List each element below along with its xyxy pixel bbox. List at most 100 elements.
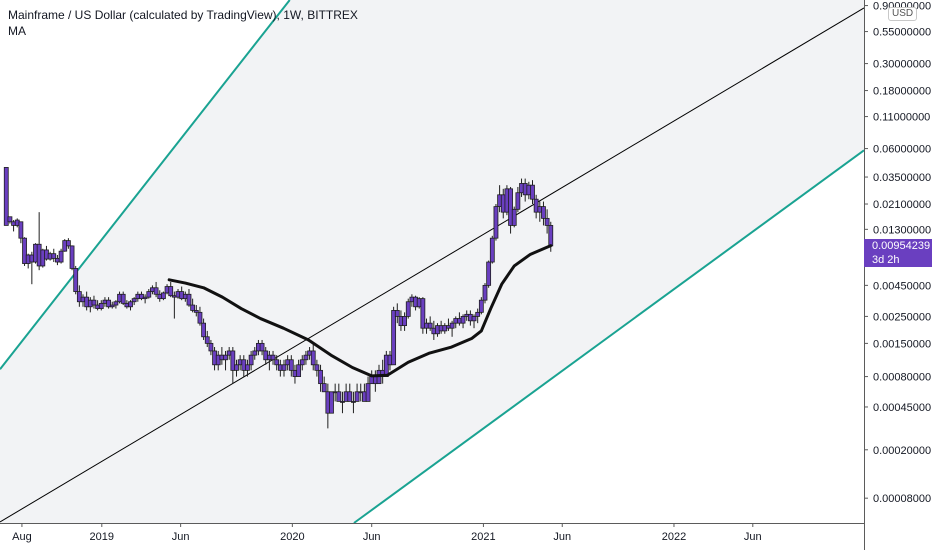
channel-lower-line	[353, 149, 865, 524]
candle	[281, 359, 287, 377]
candle	[245, 359, 250, 377]
candle	[296, 359, 302, 377]
candle	[73, 265, 79, 295]
candle-body	[303, 354, 309, 361]
candle-body	[270, 354, 276, 361]
candle-body	[296, 364, 302, 377]
candle	[475, 308, 481, 324]
candle-body	[65, 240, 71, 247]
candle	[318, 364, 323, 392]
x-tick-label: Jun	[172, 531, 190, 543]
indicator-label: MA	[8, 24, 26, 38]
channel-mid-line	[0, 7, 865, 523]
candle	[511, 206, 517, 228]
candle-body	[318, 369, 323, 385]
candle	[336, 383, 342, 402]
candle	[113, 300, 119, 309]
candle	[168, 281, 174, 298]
candle-body	[131, 298, 137, 303]
candle-body	[314, 364, 320, 371]
candle-body	[58, 250, 64, 263]
x-tick-label: 2021	[471, 531, 495, 543]
x-tick-label: Jun	[744, 531, 762, 543]
candle-body	[73, 268, 79, 292]
candlestick-series	[3, 167, 554, 429]
candle-body	[310, 350, 316, 366]
candle-body	[106, 299, 111, 308]
candle-body	[508, 188, 513, 226]
candle-body	[234, 364, 239, 371]
candle-body	[541, 206, 546, 219]
candle-body	[391, 310, 397, 366]
y-tick-label: 0.00045000	[873, 402, 931, 414]
candle-body	[245, 364, 250, 371]
candle	[478, 297, 484, 315]
price-axis-bg	[864, 0, 932, 550]
candle	[394, 303, 400, 324]
candle	[76, 285, 82, 307]
x-tick-label: 2019	[90, 531, 114, 543]
candle-body	[336, 391, 342, 402]
candle-body	[109, 304, 115, 308]
currency-label[interactable]: USD	[888, 7, 918, 21]
candle	[486, 260, 492, 288]
candle-body	[120, 293, 126, 304]
candle	[230, 347, 236, 384]
candle-body	[186, 293, 192, 306]
candle-body	[548, 225, 554, 247]
candle	[197, 306, 203, 326]
candle-body	[351, 401, 356, 403]
y-tick-label: 0.00250000	[873, 311, 931, 323]
candle	[347, 383, 353, 402]
candle	[22, 237, 27, 266]
candle-body	[449, 322, 455, 329]
regression-channel	[0, 0, 865, 524]
candle	[252, 347, 258, 360]
candle-body	[544, 217, 550, 226]
y-tick-label: 0.02100000	[873, 199, 931, 211]
candle-body	[139, 293, 144, 300]
candle	[139, 291, 144, 301]
candle-body	[204, 336, 210, 344]
candle-body	[329, 391, 334, 414]
candle-body	[281, 364, 287, 371]
candle	[128, 300, 133, 311]
candle-body	[153, 287, 159, 295]
candle	[530, 180, 535, 205]
candle-body	[405, 301, 411, 317]
candle	[314, 359, 320, 377]
last-price-value: 0.00954239	[872, 239, 931, 252]
candle	[460, 314, 466, 329]
channel-fill	[0, 0, 864, 523]
candle-body	[340, 401, 345, 403]
y-tick-label: 0.00080000	[873, 372, 931, 384]
candle-body	[321, 383, 327, 393]
x-tick-label: Jun	[363, 531, 381, 543]
candle	[18, 221, 24, 244]
candle-body	[471, 316, 477, 322]
candle-body	[113, 301, 119, 306]
candle	[515, 186, 521, 213]
candle-body	[274, 359, 280, 366]
candle	[153, 281, 159, 298]
candle	[420, 297, 426, 334]
candle	[402, 312, 407, 331]
candle	[161, 291, 166, 301]
candle	[7, 216, 13, 224]
candle-body	[478, 299, 484, 313]
candle-body	[142, 296, 148, 300]
candle-body	[146, 291, 152, 298]
candle-body	[515, 192, 521, 210]
candle	[533, 194, 539, 219]
candle-body	[201, 322, 207, 338]
candle	[270, 350, 276, 365]
channel-upper-line	[0, 0, 291, 370]
candle-body	[288, 359, 294, 371]
candle-body	[394, 310, 400, 317]
candle-body	[460, 316, 466, 324]
candle-body	[197, 311, 203, 324]
candle	[449, 320, 455, 337]
candle	[3, 167, 9, 226]
y-tick-label: 0.00450000	[873, 280, 931, 292]
